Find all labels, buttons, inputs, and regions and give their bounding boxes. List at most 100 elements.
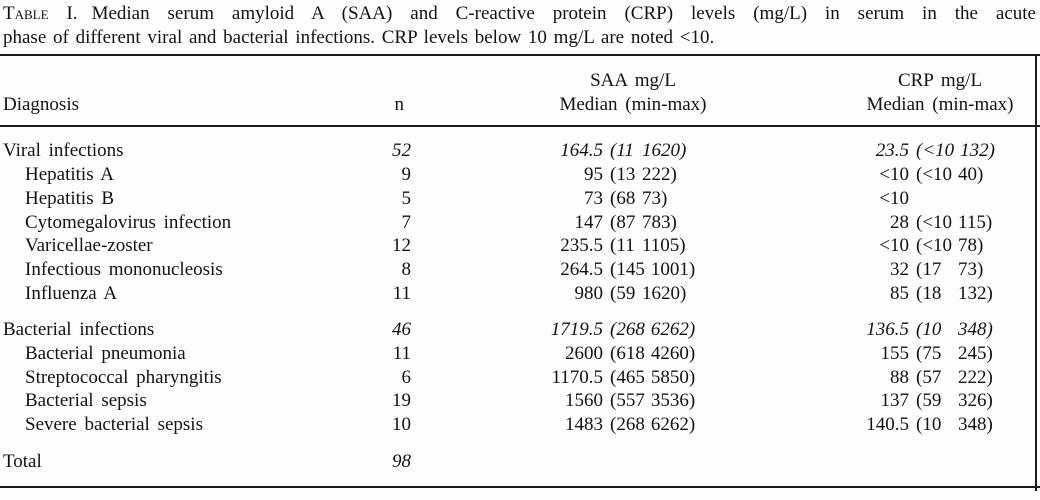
diagnosis-cell: Bacterial infections	[3, 319, 155, 341]
crp-value-cell: <10 (<10 40)	[733, 163, 1040, 187]
table-row: Viral infections 52 164.5 (11 1620) 23.5 (<…	[0, 139, 1040, 163]
header-rule	[0, 125, 1040, 128]
range-max: 348)	[958, 414, 993, 436]
caption-line-1: Table I. Median serum amyloid A (SAA) and…	[3, 2, 1036, 26]
crp-value-cell: 23.5 (<10 132)	[733, 139, 1040, 163]
range-min: (13	[610, 164, 636, 186]
saa-value-cell: 264.5 (145 1001)	[413, 258, 733, 282]
range-min: (<10	[916, 164, 953, 186]
n-cell: 8	[401, 258, 412, 280]
range-max: 73)	[642, 187, 668, 209]
diagnosis-cell: Varicellae-zoster	[25, 235, 153, 257]
saa-value-cell: 235.5 (11 1105)	[413, 234, 733, 258]
median-value: 88	[890, 366, 909, 388]
range-max: 132)	[958, 282, 993, 304]
saa-value-cell: 1170.5 (465 5850)	[413, 366, 733, 390]
bottom-rule	[0, 485, 1040, 488]
saa-value-cell: 1719.5 (268 6262)	[413, 318, 733, 342]
range-min: (10	[916, 319, 942, 341]
table-row: Hepatitis A 9 95 (13 222) <10 (<10 40)	[0, 163, 1040, 187]
saa-value-cell: 2600 (618 4260)	[413, 342, 733, 366]
n-cell: 52	[392, 140, 411, 162]
top-rule	[0, 54, 1040, 56]
saa-unit-label: SAA mg/L	[590, 70, 676, 91]
n-cell: 98	[392, 450, 411, 472]
table-header: Diagnosis n SAA mg/L Median (min-max) CR…	[0, 56, 1040, 125]
median-value: <10	[879, 164, 909, 186]
range-max: 6262)	[650, 319, 696, 341]
range-min: (<10	[916, 235, 953, 257]
range-max: 5850)	[650, 366, 696, 388]
n-cell: 11	[392, 282, 411, 304]
median-value: 147	[574, 211, 604, 233]
range-max: 3536)	[650, 390, 696, 412]
median-value: <10	[879, 187, 909, 209]
range-max: 348)	[958, 319, 993, 341]
crp-value-cell	[733, 450, 1040, 474]
range-min: (145	[610, 258, 645, 280]
range-max: 6262)	[650, 414, 696, 436]
saa-value-cell: 980 (59 1620)	[413, 282, 733, 306]
diagnosis-cell: Bacterial pneumonia	[25, 343, 186, 365]
median-value: 164.5	[560, 140, 603, 162]
range-max: 222)	[642, 164, 677, 186]
crp-value-cell: 136.5 (10 348)	[733, 318, 1040, 342]
crp-value-cell: <10	[733, 187, 1040, 211]
table-row: Infectious mononucleosis 8 264.5 (145 1001…	[0, 258, 1040, 282]
scan-edge-line	[1035, 54, 1037, 491]
table-row: Bacterial sepsis 19 1560 (557 3536) 137 (59…	[0, 389, 1040, 413]
crp-value-cell: 137 (59 326)	[733, 389, 1040, 413]
range-min: (59	[610, 282, 636, 304]
median-value: 73	[584, 187, 603, 209]
range-min: (68	[610, 187, 636, 209]
range-min: (87	[610, 211, 636, 233]
saa-value-cell	[413, 450, 733, 474]
n-cell: 11	[392, 343, 411, 365]
range-max: 1105)	[642, 235, 686, 257]
caption-line-2: phase of different viral and bacterial i…	[3, 26, 715, 48]
caption-text-1: Median serum amyloid A (SAA) and C-react…	[91, 3, 1036, 24]
saa-value-cell: 147 (87 783)	[413, 211, 733, 235]
range-max: 4260)	[650, 343, 696, 365]
saa-value-cell: 164.5 (11 1620)	[413, 139, 733, 163]
median-value: 1719.5	[550, 319, 603, 341]
range-min: (<10	[916, 211, 953, 233]
n-header: n	[394, 93, 405, 115]
table-body: Viral infections 52 164.5 (11 1620) 23.5 (<…	[0, 127, 1040, 485]
median-value: 1483	[565, 414, 603, 436]
diagnosis-cell: Viral infections	[3, 140, 124, 162]
range-min: (75	[916, 343, 942, 365]
table-row: Influenza A 11 980 (59 1620) 85 (18 132)	[0, 282, 1040, 306]
range-max: 73)	[958, 258, 984, 280]
crp-value-cell: 88 (57 222)	[733, 366, 1040, 390]
range-min: (57	[916, 366, 942, 388]
range-max: 1620)	[642, 140, 687, 162]
median-value: 980	[574, 282, 604, 304]
crp-value-cell: 28 (<10 115)	[733, 211, 1040, 235]
diagnosis-cell: Influenza A	[25, 282, 118, 304]
median-value: 264.5	[560, 258, 603, 280]
median-value: 235.5	[560, 235, 603, 257]
saa-value-cell: 95 (13 222)	[413, 163, 733, 187]
median-value: 136.5	[866, 319, 909, 341]
range-min: (11	[610, 235, 635, 257]
range-min: (268	[610, 319, 645, 341]
saa-value-cell: 1560 (557 3536)	[413, 389, 733, 413]
saa-header: SAA mg/L Median (min-max)	[413, 69, 733, 116]
diagnosis-cell: Hepatitis A	[25, 164, 115, 186]
diagnosis-cell: Streptococcal pharyngitis	[25, 366, 222, 388]
range-min: (10	[916, 414, 942, 436]
crp-header: CRP mg/L Median (min-max)	[733, 69, 1040, 116]
range-max: 326)	[958, 390, 993, 412]
table-row: Bacterial infections 46 1719.5 (268 6262) …	[0, 318, 1040, 342]
n-cell: 5	[401, 187, 412, 209]
n-cell: 46	[392, 319, 411, 341]
diagnosis-header: Diagnosis	[3, 93, 79, 115]
table-row: Severe bacterial sepsis 10 1483 (268 6262)…	[0, 413, 1040, 437]
crp-value-cell: 85 (18 132)	[733, 282, 1040, 306]
table-row: Hepatitis B 5 73 (68 73) <10	[0, 187, 1040, 211]
median-value: 1170.5	[551, 366, 603, 388]
range-min: (11	[610, 140, 634, 162]
range-min: (268	[610, 414, 645, 436]
